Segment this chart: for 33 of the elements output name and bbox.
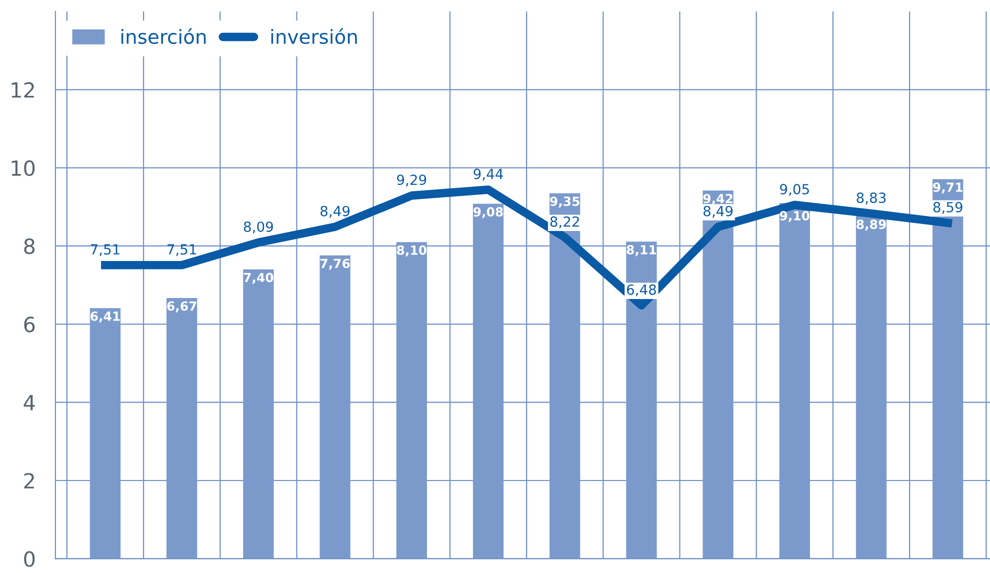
data-label: 8,09 xyxy=(244,221,273,234)
y-tick-label: 6 xyxy=(24,316,35,332)
data-label: 7,40 xyxy=(244,272,274,284)
data-label: 9,42 xyxy=(703,194,732,205)
data-label: 8,89 xyxy=(856,220,886,231)
data-label: 8,49 xyxy=(704,206,733,218)
data-label: 8,49 xyxy=(320,206,350,218)
legend-label: inversión xyxy=(271,28,357,44)
data-label: 9,71 xyxy=(933,182,962,194)
y-tick-label: 10 xyxy=(12,160,35,176)
data-label: 8,59 xyxy=(933,202,962,214)
legend-label: inserción xyxy=(121,28,206,44)
data-label: 9,05 xyxy=(780,184,809,196)
y-tick-label: 2 xyxy=(24,472,34,488)
data-label: 6,41 xyxy=(90,311,120,323)
data-label: 9,10 xyxy=(780,211,810,222)
data-label: 9,29 xyxy=(397,174,426,186)
data-label: 8,22 xyxy=(550,216,579,228)
data-label: 9,35 xyxy=(550,196,580,208)
data-label: 6,67 xyxy=(167,301,196,312)
data-label: 9,08 xyxy=(473,207,503,218)
data-label: 7,76 xyxy=(320,258,350,270)
y-tick-label: 0 xyxy=(24,551,35,567)
y-tick-label: 8 xyxy=(24,238,35,254)
y-tick-label: 4 xyxy=(24,395,35,410)
data-label: 8,11 xyxy=(626,245,656,256)
data-label: 9,44 xyxy=(474,168,503,181)
data-label: 7,51 xyxy=(168,244,196,256)
data-label: 6,48 xyxy=(626,284,656,296)
data-label: 8,83 xyxy=(856,192,886,204)
y-tick-label: 12 xyxy=(12,82,34,98)
data-label: 7,51 xyxy=(90,244,120,256)
data-label: 8,10 xyxy=(396,245,426,256)
